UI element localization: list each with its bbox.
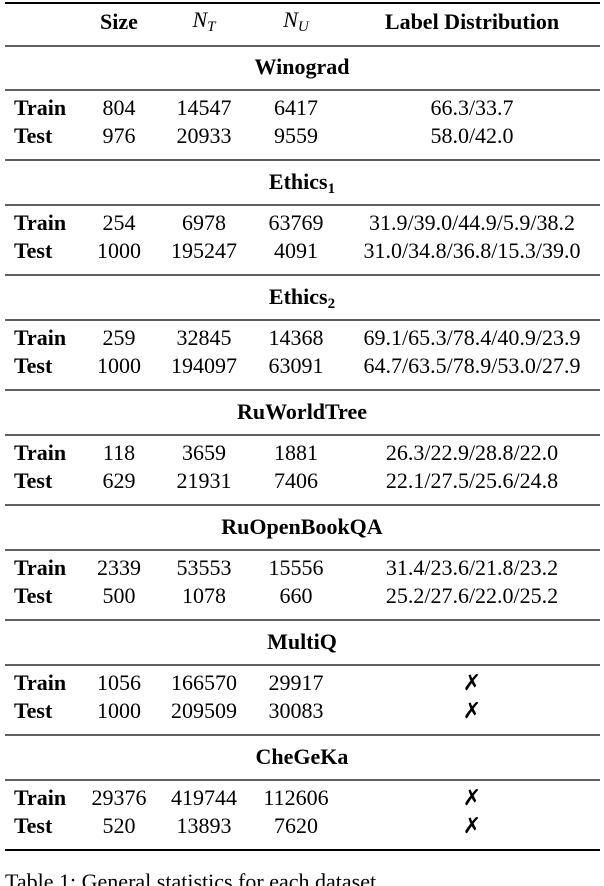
cell: 31.0/34.8/36.8/15.3/39.0 <box>364 238 581 263</box>
caption: Table 1: General statistics for each dat… <box>5 869 382 886</box>
subscript: U <box>298 19 310 35</box>
cell: 194097 <box>171 353 237 378</box>
row-label: Train <box>14 440 66 465</box>
cell: 32845 <box>177 325 232 350</box>
cell: 112606 <box>263 785 328 810</box>
text: N <box>282 7 299 32</box>
text: RuOpenBookQA <box>221 514 382 539</box>
cell: 500 <box>103 583 136 608</box>
cell: 64.7/63.5/78.9/53.0/27.9 <box>364 353 581 378</box>
cell: 31.4/23.6/21.8/23.2 <box>386 555 558 580</box>
cell: 520 <box>103 813 136 838</box>
column-header: Size <box>100 9 138 34</box>
cell: 25.2/27.6/22.0/25.2 <box>386 583 558 608</box>
cell: 419744 <box>171 785 237 810</box>
text: Ethics <box>269 284 328 309</box>
cell: 976 <box>103 123 136 148</box>
cell: 13893 <box>177 813 232 838</box>
section-title: Winograd <box>255 54 350 79</box>
cell: 21931 <box>177 468 232 493</box>
cell: 1000 <box>97 353 141 378</box>
cell: 15556 <box>269 555 324 580</box>
cell: 166570 <box>171 670 237 695</box>
row-label: Train <box>14 95 66 120</box>
cell: 254 <box>103 210 136 235</box>
cell: 29376 <box>92 785 147 810</box>
text: Ethics <box>269 169 328 194</box>
cell: 29917 <box>269 670 324 695</box>
cell: 22.1/27.5/25.6/24.8 <box>386 468 558 493</box>
section-title: Ethics2 <box>269 284 335 312</box>
cell: 804 <box>103 95 136 120</box>
cell: 118 <box>103 440 135 465</box>
row-label: Train <box>14 785 66 810</box>
section-title: Ethics1 <box>269 169 335 197</box>
row-label: Train <box>14 325 66 350</box>
column-header: Label Distribution <box>385 9 559 34</box>
cell: 63769 <box>269 210 324 235</box>
cell: 209509 <box>171 698 237 723</box>
cell: 6978 <box>182 210 226 235</box>
cell: 1078 <box>182 583 226 608</box>
cell: 53553 <box>177 555 232 580</box>
text: MultiQ <box>267 629 337 654</box>
cell: 3659 <box>182 440 226 465</box>
cell: 4091 <box>274 238 318 263</box>
cell: 195247 <box>171 238 237 263</box>
cell: 14547 <box>177 95 232 120</box>
cell: 66.3/33.7 <box>430 95 513 120</box>
cell: 20933 <box>177 123 232 148</box>
text: Winograd <box>255 54 350 79</box>
cell: 1056 <box>97 670 141 695</box>
row-label: Train <box>14 555 66 580</box>
cell: 1000 <box>97 238 141 263</box>
row-label: Train <box>14 210 66 235</box>
cell: 7406 <box>274 468 318 493</box>
row-label: Test <box>14 813 53 838</box>
column-header: NU <box>282 7 310 35</box>
row-label: Train <box>14 670 66 695</box>
cell: ✗ <box>463 785 481 810</box>
row-label: Test <box>14 353 53 378</box>
cell: 7620 <box>274 813 318 838</box>
cell: ✗ <box>463 670 481 695</box>
column-header: NT <box>191 7 217 35</box>
cell: 69.1/65.3/78.4/40.9/23.9 <box>364 325 581 350</box>
cell: 6417 <box>274 95 318 120</box>
cell: 1000 <box>97 698 141 723</box>
text: CheGeKa <box>256 744 349 769</box>
section-title: CheGeKa <box>256 744 349 769</box>
cell: 1881 <box>274 440 318 465</box>
row-label: Test <box>14 468 53 493</box>
cell: ✗ <box>463 698 481 723</box>
row-label: Test <box>14 583 53 608</box>
row-label: Test <box>14 238 53 263</box>
subscript: T <box>207 19 217 35</box>
cell: 660 <box>280 583 313 608</box>
cell: 9559 <box>274 123 318 148</box>
cell: ✗ <box>463 813 481 838</box>
section-title: RuWorldTree <box>237 399 367 424</box>
row-label: Test <box>14 698 53 723</box>
section-title: RuOpenBookQA <box>221 514 382 539</box>
cell: 259 <box>103 325 136 350</box>
cell: 63091 <box>269 353 324 378</box>
text: RuWorldTree <box>237 399 367 424</box>
cell: 30083 <box>269 698 324 723</box>
row-label: Test <box>14 123 53 148</box>
cell: 26.3/22.9/28.8/22.0 <box>386 440 558 465</box>
cell: 629 <box>103 468 136 493</box>
cell: 31.9/39.0/44.9/5.9/38.2 <box>369 210 575 235</box>
section-title: MultiQ <box>267 629 337 654</box>
subscript: 1 <box>328 181 336 197</box>
text: N <box>191 7 208 32</box>
cell: 14368 <box>269 325 324 350</box>
subscript: 2 <box>328 296 336 312</box>
cell: 2339 <box>97 555 141 580</box>
cell: 58.0/42.0 <box>430 123 513 148</box>
